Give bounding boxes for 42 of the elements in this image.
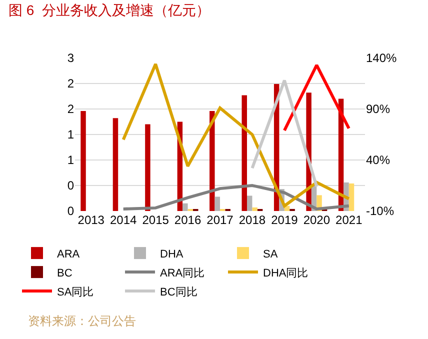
legend-label: SA同比 — [57, 285, 94, 298]
x-tick-label: 2014 — [110, 213, 137, 227]
x-tick-label: 2018 — [238, 213, 266, 227]
y2-tick-label: 140% — [366, 51, 398, 66]
y-tick-label: 2 — [67, 102, 74, 116]
x-tick-label: 2016 — [174, 213, 202, 227]
bar — [112, 118, 118, 211]
y-tick-label: 1 — [67, 153, 74, 168]
bar — [214, 196, 220, 211]
bar — [80, 111, 86, 211]
y-tick-label: 3 — [67, 51, 74, 66]
legend-label: SA — [263, 248, 278, 260]
bar — [210, 111, 215, 211]
bar — [145, 124, 150, 211]
bar — [252, 207, 258, 211]
y2-tick-label: 40% — [366, 153, 390, 168]
line-series — [122, 62, 350, 208]
x-tick-label: 2021 — [336, 213, 363, 227]
x-tick-label: 2019 — [271, 213, 298, 227]
legend-label: ARA — [57, 248, 80, 260]
y2-tick-label: 90% — [366, 102, 390, 116]
bar — [348, 183, 354, 211]
legend-label: BC同比 — [160, 285, 198, 298]
legend-label: DHA — [160, 248, 184, 260]
bar — [242, 95, 247, 211]
line-series — [122, 184, 350, 210]
y-tick-label: 0 — [67, 204, 74, 218]
x-tick-label: 2017 — [206, 213, 234, 227]
legend-label: ARA同比 — [160, 266, 205, 280]
legend-label: BC — [57, 267, 72, 280]
bar — [182, 203, 188, 211]
text: 资料来源：公司公告 — [28, 314, 136, 328]
x-tick-label: 2015 — [142, 213, 170, 227]
x-tick-label: 2013 — [78, 213, 105, 227]
y-tick-label: 0 — [67, 178, 74, 193]
y-tick-label: 1 — [67, 128, 74, 142]
y-tick-label: 2 — [67, 76, 74, 91]
x-tick-label: 2020 — [303, 213, 330, 227]
legend-label: DHA同比 — [263, 266, 308, 280]
y2-tick-label: -10% — [366, 204, 394, 218]
chart-title: 图 6 分业务收入及增速（亿元） — [8, 2, 210, 18]
bar — [246, 196, 252, 211]
